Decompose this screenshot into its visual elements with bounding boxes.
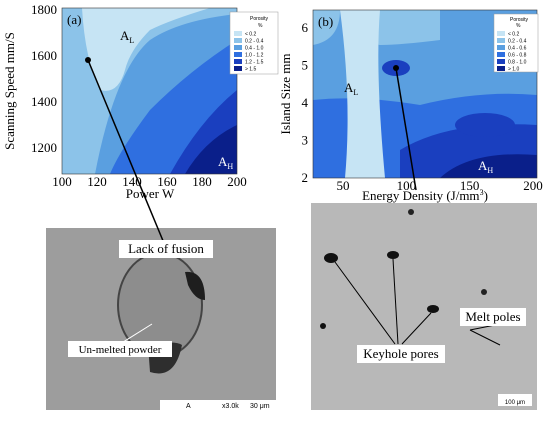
y-tick-label: 1600 (31, 48, 57, 63)
panel-label: (b) (318, 14, 333, 29)
legend-title: Porosity (250, 16, 269, 22)
y-tick-label: 2 (302, 170, 309, 185)
legend-label: > 1.0 (508, 67, 519, 73)
y-tick-label: 5 (302, 58, 309, 73)
annotation: Un-melted powder (79, 344, 162, 356)
legend-label: 0.8 - 1.0 (508, 60, 527, 66)
legend-swatch (497, 45, 505, 50)
legend-label: 0.2 - 0.4 (508, 39, 527, 45)
legend-label: 0.4 - 0.6 (508, 46, 527, 52)
x-tick-label: 140 (122, 174, 142, 189)
label-bg (460, 308, 526, 326)
marker (85, 57, 91, 63)
x-tick-label: 100 (52, 174, 72, 189)
y-tick-label: 1400 (31, 94, 57, 109)
y-tick-label: 6 (302, 20, 309, 35)
legend-unit: % (516, 23, 521, 29)
x-tick-label: 150 (460, 178, 480, 193)
legend-swatch (234, 45, 242, 50)
contour-b (313, 10, 537, 178)
region-label: AH (218, 154, 233, 171)
contour-a (62, 8, 237, 174)
annotation: Keyhole pores (363, 346, 438, 361)
x-tick-label: 120 (87, 174, 107, 189)
y-tick-label: 3 (302, 133, 309, 148)
legend-label: < 0.2 (508, 32, 519, 38)
pointer (119, 323, 153, 345)
region-label: AL (344, 80, 358, 97)
label-bg (119, 240, 213, 258)
x-axis-label: Power W (126, 186, 175, 201)
legend-title: Porosity (510, 17, 529, 23)
annotation: Melt poles (465, 309, 520, 324)
region-label: AH (478, 158, 493, 175)
panel-label: (a) (67, 12, 81, 27)
marker (393, 65, 399, 71)
legend-swatch (234, 66, 242, 71)
y-tick-label: 1800 (31, 2, 57, 17)
legend-swatch (234, 59, 242, 64)
legend-label: 0.6 - 0.8 (508, 53, 527, 59)
legend-label: 1.0 - 1.2 (245, 53, 264, 59)
scale-bar: 30 μm (250, 403, 270, 410)
scale-bar: A (186, 403, 191, 410)
legend-label: < 0.2 (245, 32, 256, 38)
x-axis-label: Energy Density (J/mm3) (362, 188, 488, 203)
label-bg (68, 341, 172, 357)
legend-swatch (497, 38, 505, 43)
x-tick-label: 200 (227, 174, 247, 189)
label-bg (357, 345, 445, 363)
legend-swatch (497, 59, 505, 64)
region-label: AL (120, 28, 134, 45)
axes-b (312, 9, 538, 179)
micrograph-left (46, 228, 276, 410)
micrograph-right (311, 203, 537, 410)
x-tick-label: 100 (397, 178, 417, 193)
scale-bar: 100 μm (505, 400, 525, 406)
axes-a (61, 7, 238, 175)
legend-swatch (497, 31, 505, 36)
y-axis-label: Scanning Speed mm/S (2, 32, 17, 150)
annotation: Lack of fusion (128, 241, 204, 256)
pointers (87, 59, 521, 346)
legend-swatch (497, 66, 505, 71)
legend-label: > 1.5 (245, 67, 256, 73)
legend-unit: % (258, 23, 263, 29)
legend-label: 1.2 - 1.5 (245, 60, 264, 66)
y-tick-label: 4 (302, 95, 309, 110)
legend-label: 0.4 - 1.0 (245, 46, 264, 52)
legend-swatch (234, 31, 242, 36)
x-tick-label: 50 (337, 178, 350, 193)
legend-swatch (234, 38, 242, 43)
x-tick-label: 180 (192, 174, 212, 189)
x-tick-label: 200 (523, 178, 543, 193)
scale-bar: x3.0k (222, 403, 239, 410)
legend-swatch (497, 52, 505, 57)
x-tick-label: 160 (157, 174, 177, 189)
y-axis-label: Island Size mm (278, 54, 293, 135)
y-tick-label: 1200 (31, 140, 57, 155)
legend-swatch (234, 52, 242, 57)
legend-label: 0.2 - 0.4 (245, 39, 264, 45)
